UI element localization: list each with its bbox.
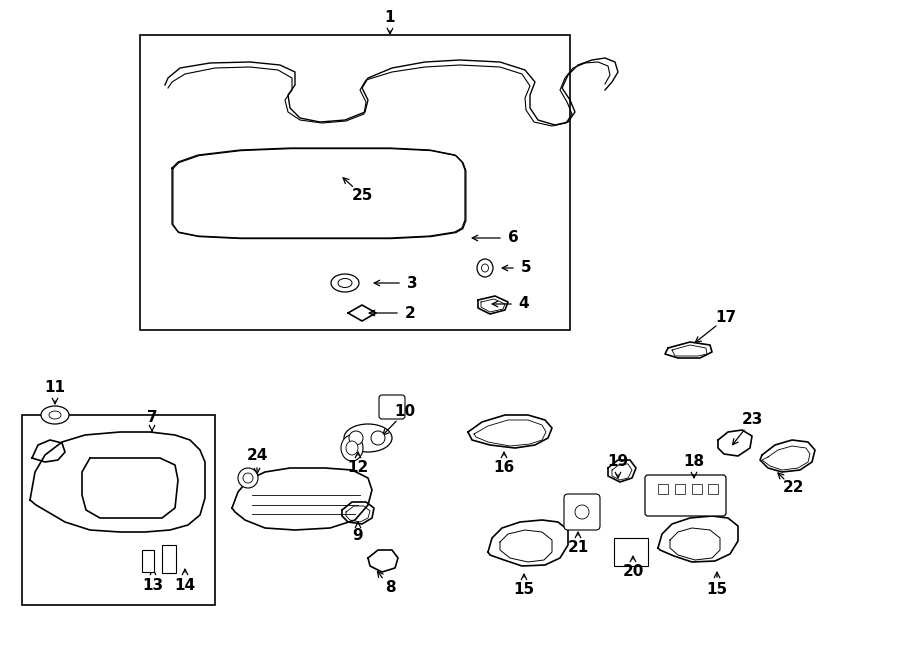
FancyBboxPatch shape [564,494,600,530]
Ellipse shape [371,431,385,445]
Text: 20: 20 [622,564,644,580]
Ellipse shape [349,431,363,445]
Ellipse shape [41,406,69,424]
Text: 10: 10 [394,405,416,420]
Text: 14: 14 [175,578,195,592]
Ellipse shape [477,259,493,277]
Text: 5: 5 [521,260,531,276]
Bar [140,35,570,330]
Ellipse shape [482,264,489,272]
Ellipse shape [344,424,392,452]
Text: 13: 13 [142,578,164,592]
Text: 3: 3 [407,276,418,290]
Text: 15: 15 [513,582,535,598]
Text: 16: 16 [493,461,515,475]
Text: 1: 1 [385,11,395,26]
Text: 15: 15 [706,582,727,598]
Text: 19: 19 [608,455,628,469]
Ellipse shape [49,411,61,419]
Text: 23: 23 [742,412,762,428]
FancyBboxPatch shape [379,395,405,419]
Ellipse shape [238,468,258,488]
Ellipse shape [346,441,358,455]
Text: 2: 2 [405,305,416,321]
Text: 9: 9 [353,527,364,543]
Ellipse shape [338,278,352,288]
Bar [708,484,718,494]
Bar [614,538,648,566]
Text: 4: 4 [518,297,529,311]
Bar [142,550,154,572]
Text: 11: 11 [44,381,66,395]
Text: 24: 24 [247,447,267,463]
Ellipse shape [341,435,363,461]
Ellipse shape [243,473,253,483]
Text: 21: 21 [567,541,589,555]
FancyBboxPatch shape [645,475,726,516]
Text: 8: 8 [384,580,395,596]
Bar [658,484,668,494]
Ellipse shape [575,505,589,519]
Text: 12: 12 [347,461,369,475]
Bar [675,484,685,494]
Text: 6: 6 [508,231,518,245]
Bar [692,484,702,494]
Text: 22: 22 [782,481,804,496]
Bar [162,545,176,573]
Bar [22,415,215,605]
Text: 18: 18 [683,455,705,469]
Ellipse shape [331,274,359,292]
Text: 25: 25 [351,188,373,202]
Text: 7: 7 [147,410,158,426]
Text: 17: 17 [716,311,736,325]
